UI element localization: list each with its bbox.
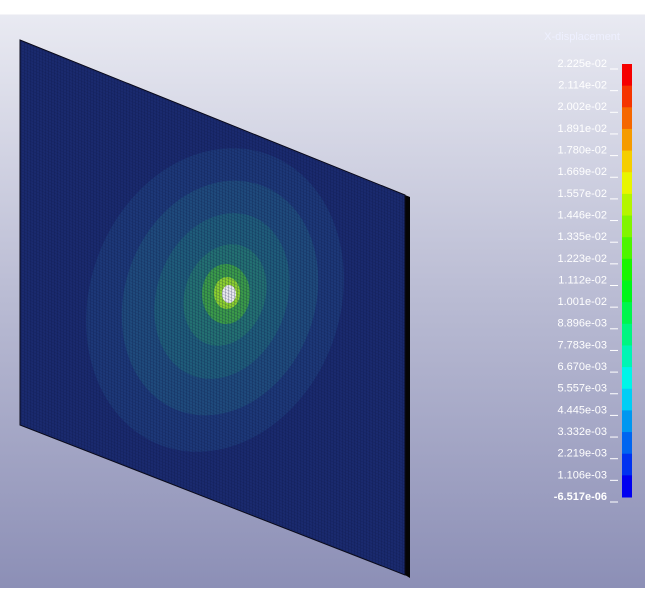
color-band	[622, 193, 632, 217]
legend-label: 2.114e-02	[558, 80, 607, 92]
legend-label: 4.445e-03	[557, 404, 607, 416]
legend-label: 7.783e-03	[557, 339, 607, 351]
legend-label: 1.001e-02	[557, 296, 607, 308]
color-band	[622, 453, 632, 476]
legend-title: X-displacement	[544, 31, 620, 43]
color-band	[622, 64, 632, 87]
legend-label: 1.891e-02	[557, 123, 607, 135]
color-band	[622, 475, 632, 498]
legend-label: 2.002e-02	[557, 101, 607, 113]
legend-label: 1.106e-03	[557, 469, 607, 481]
color-band	[622, 85, 632, 108]
color-band	[622, 323, 632, 346]
legend-label: -6.517e-06	[554, 491, 607, 503]
color-band	[622, 150, 632, 173]
color-band	[622, 410, 632, 433]
color-band	[622, 432, 632, 455]
legend-label: 2.219e-03	[557, 448, 607, 460]
legend-label: 8.896e-03	[557, 318, 607, 330]
color-band	[622, 388, 632, 411]
legend-label: 1.223e-02	[557, 253, 607, 265]
legend-label: 1.446e-02	[557, 209, 607, 221]
legend-label: 1.335e-02	[557, 231, 607, 243]
legend: 2.225e-02 2.114e-02 2.002e-02 1.891e-02 1.78…	[554, 58, 632, 503]
legend-label: 6.670e-03	[557, 361, 607, 373]
legend-label: 1.112e-02	[558, 274, 607, 286]
color-band	[622, 107, 632, 130]
plate	[19, 39, 410, 578]
color-band	[622, 302, 632, 325]
color-band	[622, 280, 632, 303]
color-band	[622, 258, 632, 281]
legend-label: 3.332e-03	[557, 426, 607, 438]
color-band	[622, 237, 632, 260]
legend-label: 1.780e-02	[557, 145, 607, 157]
color-band	[622, 345, 632, 368]
color-band	[622, 215, 632, 238]
legend-label: 1.669e-02	[557, 166, 607, 178]
legend-label: 2.225e-02	[557, 58, 607, 70]
color-band	[622, 172, 632, 195]
legend-label: 1.557e-02	[557, 188, 607, 200]
color-band	[622, 128, 632, 152]
legend-label: 5.557e-03	[557, 383, 607, 395]
color-band	[622, 367, 632, 390]
